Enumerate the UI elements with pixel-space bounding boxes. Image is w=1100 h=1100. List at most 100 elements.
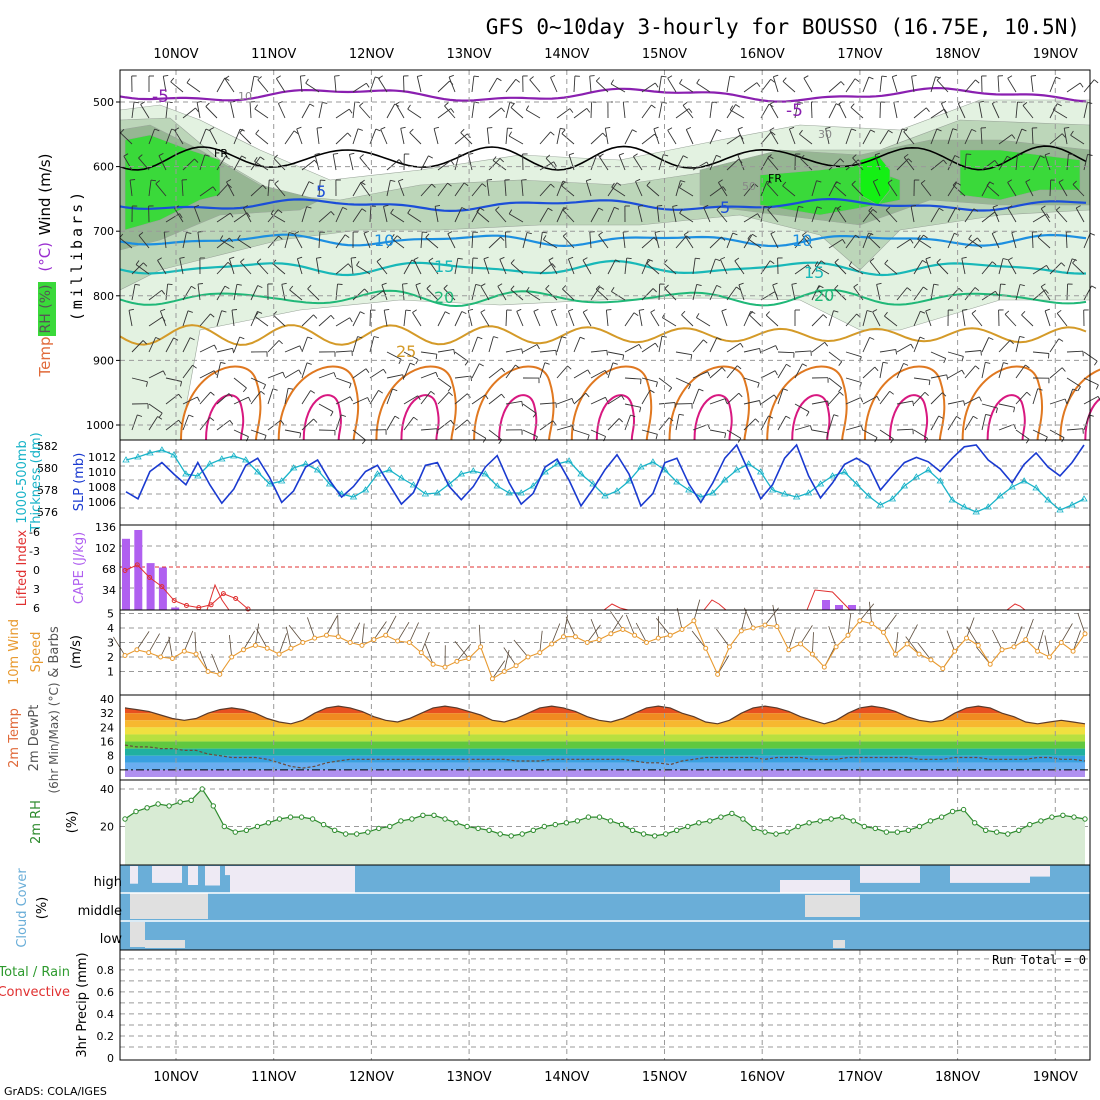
wind10-tick-3: 3 — [107, 637, 114, 650]
rh2m-point — [839, 814, 845, 820]
cloud-gap-low — [130, 922, 145, 947]
wind10-point — [561, 634, 566, 640]
thickness-point — [158, 446, 166, 453]
wind10-point — [205, 669, 211, 674]
thickness-point — [661, 466, 669, 473]
temp-band — [125, 734, 1085, 742]
cloud-gap-high — [780, 880, 850, 893]
wind10-point — [928, 657, 934, 663]
wind10-tick-5: 5 — [107, 608, 114, 621]
contour-t-15 — [119, 259, 1087, 277]
wind10-speed-line — [124, 619, 1086, 680]
thickness-point — [613, 487, 621, 494]
thickness-point — [900, 482, 909, 489]
thickness-point — [170, 451, 178, 458]
wind10-point — [620, 627, 626, 632]
label-temp2m-1: 2m Temp — [7, 708, 22, 768]
thickness-point — [804, 489, 813, 496]
contour-t-35-loop — [791, 394, 831, 441]
temp-band — [125, 720, 1085, 728]
wind10-point — [821, 664, 827, 670]
thickness-point — [984, 503, 992, 510]
level-tick-1000: 1000 — [86, 419, 114, 432]
thickness-point — [601, 492, 609, 499]
label-slp: SLP (mb) — [72, 453, 87, 512]
rh2m-point — [354, 831, 360, 837]
rh2m-point — [387, 823, 393, 830]
cape-tick-136: 136 — [95, 521, 116, 534]
rh2m-point — [486, 827, 492, 833]
wind10-point — [857, 618, 863, 624]
rh2m-panel: 40 20 2m RH (%) — [29, 779, 1091, 866]
wind10-point — [584, 640, 590, 645]
rh2m-point — [298, 814, 305, 820]
rh2m-point — [960, 806, 967, 813]
rh2m-point — [905, 827, 912, 833]
label-wind10-unit: (m/s) — [69, 635, 84, 669]
label-cape: CAPE (J/kg) — [72, 532, 87, 604]
thickness-point — [385, 466, 394, 473]
thickness-point — [996, 492, 1004, 499]
lifted-index-point — [159, 584, 165, 590]
wind10-point — [324, 632, 329, 638]
cape-bar — [122, 538, 130, 611]
slp-tick-1010: 1010 — [88, 466, 116, 479]
cloud-gap-high — [1030, 866, 1050, 877]
rh2m-point — [199, 786, 205, 792]
wind10-point — [952, 648, 958, 654]
svg-text:Temperature (°C): Temperature (°C) Wind (m/s) — [36, 154, 54, 378]
rh2m-point — [949, 808, 956, 815]
wind10-point — [158, 654, 164, 660]
wind10-point — [252, 642, 258, 648]
rh2m-point — [762, 829, 768, 835]
contour-t-30-loop — [570, 365, 653, 441]
wind10-point — [406, 640, 412, 645]
wind10-point — [371, 637, 377, 643]
rh2m-point — [1016, 827, 1022, 833]
dewpoint2m-line — [124, 744, 1086, 769]
rh-band-bright — [859, 154, 891, 206]
rh2m-point — [276, 816, 283, 822]
wind10-point — [916, 651, 922, 657]
rh2m-point — [376, 825, 382, 832]
thickness-point — [924, 466, 933, 473]
rh2m-point — [497, 831, 503, 837]
wind10-point — [726, 644, 732, 650]
wind10-point — [964, 635, 969, 641]
thickness-tick-582: 582 — [37, 440, 58, 453]
wind10-point — [1035, 648, 1041, 654]
label-t-5-b: 5 — [720, 198, 730, 217]
label-fr-2: FR — [768, 172, 782, 185]
upper-side-labels: Temperature (°C) Wind (m/s) RH (%) (mill… — [36, 154, 86, 378]
cloud-panel: high middle low Cloud Cover (%) — [15, 864, 1091, 951]
thickness-point — [744, 460, 753, 467]
rh2m-point — [1060, 812, 1066, 818]
wind10-point — [762, 622, 768, 628]
thickness-point — [876, 501, 885, 508]
cloud-gap-low — [145, 940, 185, 948]
thickness-point — [697, 493, 705, 500]
cape-tick-34: 34 — [102, 584, 116, 597]
wind10-point — [537, 650, 543, 656]
rh2m-point — [707, 818, 713, 824]
rh2m-point — [607, 818, 614, 824]
label-wind10-1: 10m Wind — [7, 619, 22, 685]
thickness-point — [709, 489, 717, 496]
rh2m-point — [685, 823, 691, 830]
top-date-19NOV: 19NOV — [1033, 47, 1078, 62]
contour-t-30-loop — [1059, 368, 1100, 441]
bottom-date-14NOV: 14NOV — [544, 1070, 589, 1085]
wind10-point — [774, 624, 780, 629]
rh2m-point — [563, 820, 570, 826]
thickness-point — [230, 452, 238, 459]
rh2m-point — [795, 823, 801, 830]
wind10-point — [940, 666, 946, 672]
rh2m-point — [773, 831, 779, 837]
lifted-index-bump — [603, 603, 629, 611]
cape-li-panel: -6 -3 0 3 6 136 102 68 34 Lifted Index CAPE (J/k… — [15, 521, 1091, 615]
li-tick-0: 0 — [33, 564, 40, 577]
wind10-point — [241, 647, 246, 653]
bottom-date-18NOV: 18NOV — [935, 1070, 980, 1085]
thickness-point — [733, 466, 741, 473]
